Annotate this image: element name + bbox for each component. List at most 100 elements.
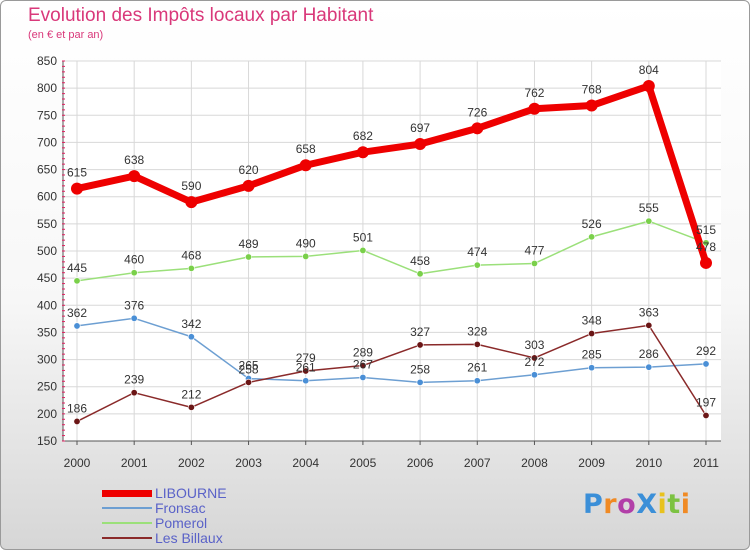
data-point <box>128 170 141 183</box>
data-label: 501 <box>353 230 373 244</box>
x-tick-label: 2008 <box>521 456 548 470</box>
data-point <box>245 378 253 386</box>
x-tick-label: 2003 <box>235 456 262 470</box>
legend-label: LIBOURNE <box>155 485 227 501</box>
data-label: 615 <box>67 166 87 180</box>
data-point <box>302 377 310 385</box>
y-tick-label: 400 <box>37 298 57 312</box>
data-point <box>359 373 367 381</box>
series-line-pomerol <box>76 220 707 282</box>
data-label: 726 <box>467 105 487 119</box>
data-label: 445 <box>67 261 87 275</box>
series-line-libourne <box>73 82 710 267</box>
x-tick-label: 2010 <box>635 456 662 470</box>
y-tick-label: 200 <box>37 407 57 421</box>
y-tick-label: 550 <box>37 217 57 231</box>
data-point <box>187 403 195 411</box>
data-label: 682 <box>353 129 373 143</box>
data-label: 620 <box>239 163 259 177</box>
legend-swatch <box>102 522 152 524</box>
logo-letter: P <box>583 489 604 520</box>
data-label: 303 <box>524 338 544 352</box>
logo-letter: o <box>617 489 637 520</box>
data-label: 658 <box>296 142 316 156</box>
data-point <box>187 333 195 341</box>
y-tick-label: 800 <box>37 81 57 95</box>
legend-swatch <box>102 489 152 497</box>
y-tick-label: 300 <box>37 353 57 367</box>
y-tick-label: 750 <box>37 108 57 122</box>
data-label: 478 <box>696 240 716 254</box>
data-point <box>530 371 538 379</box>
logo-letter: r <box>603 489 618 520</box>
data-point <box>185 196 198 209</box>
data-point <box>530 354 538 362</box>
data-label: 555 <box>639 201 659 215</box>
data-label: 197 <box>696 395 716 409</box>
data-label: 638 <box>124 153 144 167</box>
data-label: 697 <box>410 121 430 135</box>
data-point <box>71 182 83 195</box>
data-point <box>130 389 138 397</box>
data-label: 212 <box>181 387 201 401</box>
data-label: 289 <box>353 346 373 360</box>
data-label: 490 <box>296 236 316 250</box>
y-tick-label: 350 <box>37 325 57 339</box>
data-point <box>588 364 596 372</box>
data-point <box>302 252 310 260</box>
x-tick-label: 2007 <box>464 456 491 470</box>
data-label: 261 <box>296 361 316 375</box>
data-label: 458 <box>410 254 430 268</box>
data-point <box>416 378 424 386</box>
chart-subtitle: (en € et par an) <box>28 29 104 41</box>
data-label: 327 <box>410 325 430 339</box>
data-point <box>302 367 310 375</box>
logo-letter: t <box>667 489 681 520</box>
x-tick-label: 2005 <box>350 456 377 470</box>
data-point <box>245 253 253 261</box>
data-point <box>356 146 369 159</box>
data-label: 363 <box>639 305 659 319</box>
data-point <box>473 377 481 385</box>
data-label: 468 <box>181 248 201 262</box>
data-label: 515 <box>696 223 716 237</box>
y-tick-label: 150 <box>37 434 57 448</box>
data-label: 362 <box>67 306 87 320</box>
data-label: 279 <box>296 351 316 365</box>
data-point <box>588 330 596 338</box>
data-point <box>528 102 541 115</box>
x-tick-label: 2001 <box>121 456 148 470</box>
data-label: 265 <box>239 359 259 373</box>
series-line-fronsac <box>76 317 707 384</box>
data-point <box>359 246 367 254</box>
chart-title: Evolution des Impôts locaux par Habitant <box>28 5 374 26</box>
logo-letter: i <box>657 489 668 520</box>
data-label: 328 <box>467 324 487 338</box>
data-point <box>130 314 138 322</box>
data-label: 286 <box>639 347 659 361</box>
data-label: 526 <box>582 217 602 231</box>
data-label: 272 <box>524 355 544 369</box>
logo-letter: X <box>636 489 658 520</box>
data-label: 267 <box>353 357 373 371</box>
y-tick-label: 450 <box>37 271 57 285</box>
data-label: 762 <box>524 86 544 100</box>
x-tick-label: 2009 <box>578 456 605 470</box>
data-point <box>187 264 195 272</box>
logo-letter: i <box>680 489 691 520</box>
data-point <box>645 363 653 371</box>
y-tick-label: 500 <box>37 244 57 258</box>
data-point <box>416 341 424 349</box>
data-point <box>73 417 81 425</box>
y-tick-label: 850 <box>37 54 57 68</box>
data-point <box>645 217 653 225</box>
data-point <box>73 322 81 330</box>
data-point <box>530 259 538 267</box>
data-label: 258 <box>239 362 259 376</box>
legend-label: Les Billaux <box>155 530 223 546</box>
data-point <box>242 179 255 192</box>
data-point <box>299 159 312 172</box>
data-label: 261 <box>467 361 487 375</box>
data-point <box>473 340 481 348</box>
